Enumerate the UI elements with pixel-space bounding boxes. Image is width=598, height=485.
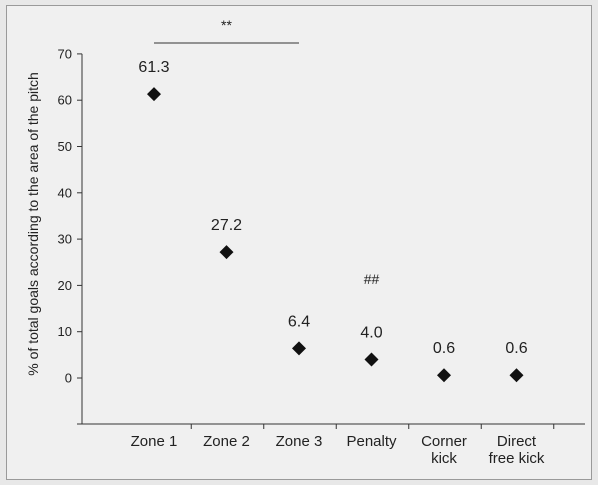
y-tick-label: 20 — [58, 278, 72, 293]
data-label: 4.0 — [360, 324, 382, 341]
data-label: 6.4 — [288, 313, 310, 330]
data-point-diamond — [364, 352, 379, 367]
y-tick-label: 0 — [65, 371, 72, 386]
data-points — [147, 87, 524, 383]
x-tick-label: Penalty — [346, 433, 397, 450]
x-tick-label: Zone 1 — [131, 433, 178, 450]
data-point-diamond — [147, 87, 161, 102]
y-tick-label: 30 — [58, 232, 72, 247]
x-tick-label: Corner kick — [421, 433, 467, 467]
axes — [81, 53, 585, 425]
data-label: 61.3 — [138, 59, 169, 76]
significance-mark: ## — [364, 271, 380, 287]
x-axis-ticks: Zone 1 Zone 2 Zone 3 Penalty Corner kick Direc… — [131, 424, 555, 467]
x-tick-label: Zone 2 — [203, 433, 250, 450]
y-tick-label: 50 — [58, 139, 72, 154]
data-point-diamond — [219, 245, 234, 260]
y-axis-label: % of total goals according to the area o… — [25, 72, 41, 376]
y-axis-ticks: 0 10 20 30 40 50 60 70 — [58, 46, 82, 425]
data-point-diamond — [292, 341, 306, 356]
data-point-diamond — [437, 368, 451, 383]
y-tick-label: 60 — [58, 93, 72, 108]
x-tick-label: Direct free kick — [489, 433, 545, 467]
chart-frame — [6, 5, 592, 480]
y-tick-label: 10 — [58, 324, 72, 339]
y-tick-label: 40 — [58, 185, 72, 200]
x-tick-label: Zone 3 — [276, 433, 323, 450]
data-point-diamond — [509, 368, 524, 383]
data-labels: 61.3 27.2 6.4 4.0 0.6 0.6 — [138, 59, 527, 357]
data-label: 0.6 — [433, 340, 455, 357]
annotations: ** ## — [154, 17, 379, 287]
significance-bracket-label: ** — [221, 17, 232, 33]
data-label: 0.6 — [505, 340, 527, 357]
y-tick-label: 70 — [58, 46, 72, 61]
data-label: 27.2 — [211, 217, 242, 234]
